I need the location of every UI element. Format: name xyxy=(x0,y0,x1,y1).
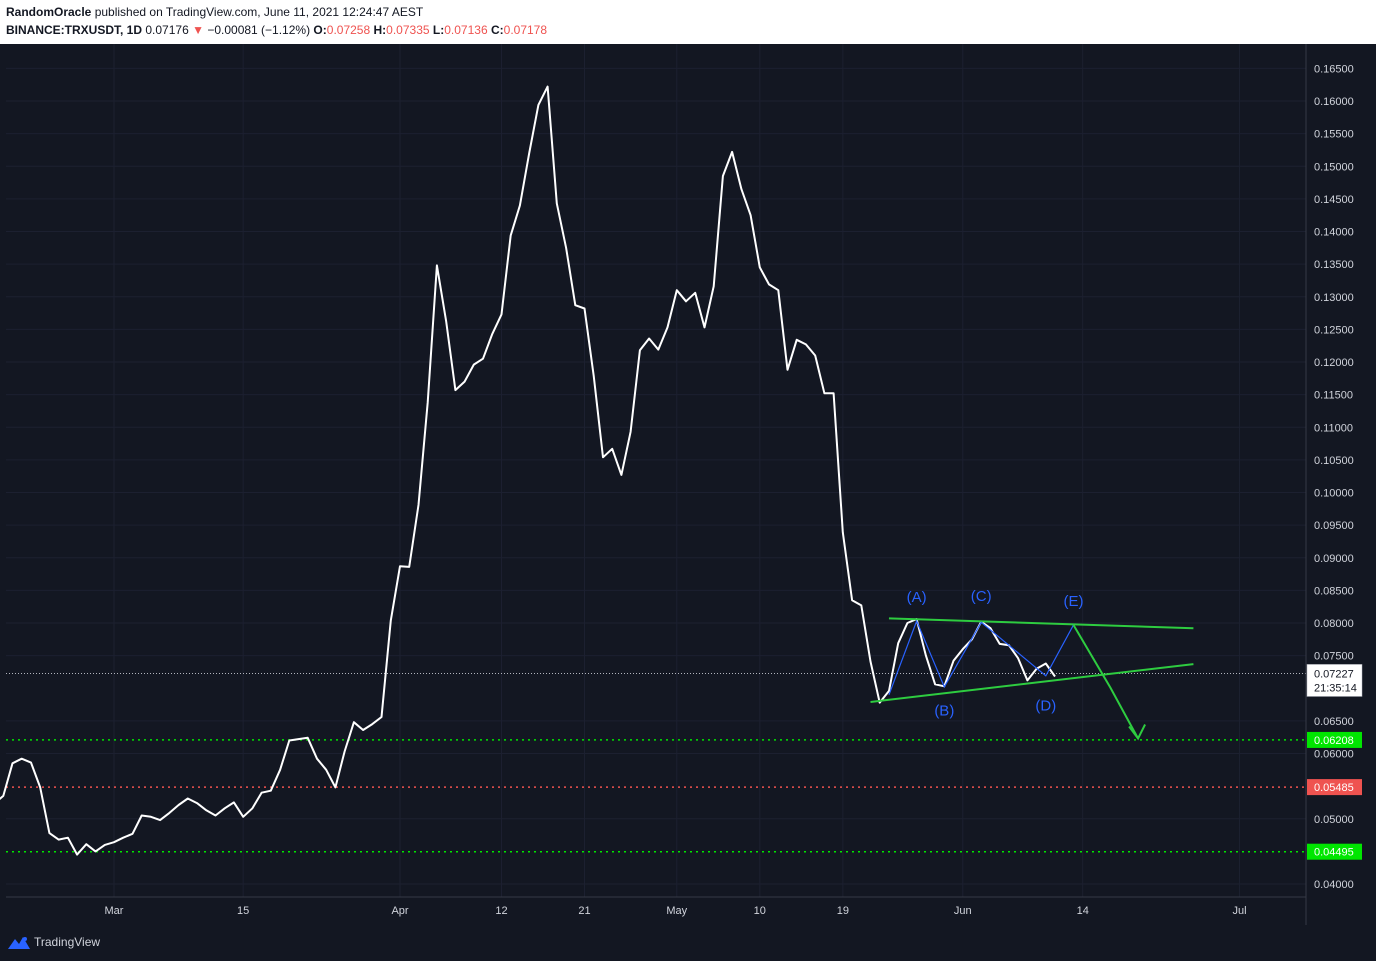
price-axis[interactable]: 0.16500 0.16000 0.15500 0.15000 0.14500 0.140… xyxy=(1314,63,1354,891)
wave-label[interactable]: (D) xyxy=(1035,697,1056,714)
horizontal-levels[interactable] xyxy=(6,739,1306,853)
bar-countdown: 21:35:14 xyxy=(1314,682,1357,694)
time-tick-label: Apr xyxy=(391,905,408,917)
time-tick-label: 10 xyxy=(754,905,766,917)
chart-header: RandomOracle published on TradingView.co… xyxy=(0,0,1376,44)
high-value: 0.07335 xyxy=(386,23,430,37)
price-series-line xyxy=(0,85,1056,856)
time-tick-label: 14 xyxy=(1077,905,1089,917)
wave-label[interactable]: (C) xyxy=(971,588,992,605)
time-axis[interactable]: Mar 15 Apr 12 21 May 10 19 Jun 14 Jul xyxy=(105,905,1247,917)
close-value: 0.07178 xyxy=(503,23,548,37)
price-tick-label: 0.11500 xyxy=(1314,390,1353,402)
drawings[interactable]: (A) (B) (C) (D) (E) xyxy=(870,588,1194,741)
level-price-badge xyxy=(1307,731,1362,748)
forecast-arrow-line[interactable] xyxy=(1072,624,1139,739)
price-tick-label: 0.09500 xyxy=(1314,520,1354,532)
price-tick-label: 0.14500 xyxy=(1314,194,1354,206)
current-price-badge xyxy=(1306,664,1363,697)
tradingview-logo-icon[interactable] xyxy=(8,935,30,949)
price-tick-label: 0.05000 xyxy=(1314,814,1354,826)
level-price-label: 0.04495 xyxy=(1314,847,1354,859)
price-tick-label: 0.08500 xyxy=(1314,585,1354,597)
price-tick-label: 0.10500 xyxy=(1314,455,1354,467)
symbol-info: BINANCE:TRXUSDT, 1D 0.07176 ▼ −0.00081 (… xyxy=(6,23,547,37)
triangle-upper-trendline[interactable] xyxy=(888,617,1194,630)
price-tick-label: 0.11000 xyxy=(1314,422,1353,434)
close-label: C: xyxy=(490,23,504,37)
publish-info: RandomOracle published on TradingView.co… xyxy=(6,5,423,19)
price-tick-label: 0.15500 xyxy=(1314,129,1354,141)
forecast-arrowhead xyxy=(1128,724,1146,741)
grid xyxy=(6,44,1306,897)
price-tick-label: 0.14000 xyxy=(1314,227,1354,239)
time-tick-label: 12 xyxy=(495,905,507,917)
time-tick-label: Mar xyxy=(105,905,124,917)
time-tick-label: May xyxy=(666,905,687,917)
high-label: H: xyxy=(373,23,387,37)
time-tick-label: 19 xyxy=(837,905,849,917)
price-tick-label: 0.04000 xyxy=(1314,879,1354,891)
time-tick-label: 15 xyxy=(237,905,249,917)
price-tick-label: 0.10000 xyxy=(1314,488,1354,500)
price-axis-badges: 0.06208 0.05485 0.04495 0.07227 21:35:14 xyxy=(1306,664,1363,860)
level-price-badge xyxy=(1307,843,1362,860)
level-price-label: 0.06208 xyxy=(1314,735,1354,747)
price-tick-label: 0.15000 xyxy=(1314,161,1354,173)
time-tick-label: Jun xyxy=(954,905,972,917)
price-tick-label: 0.07500 xyxy=(1314,651,1354,663)
symbol-label: BINANCE:TRXUSDT, 1D xyxy=(6,23,143,37)
price-tick-label: 0.16000 xyxy=(1314,96,1354,108)
published-text: published on TradingView.com, June 11, 2… xyxy=(94,5,424,19)
price-chart[interactable]: (A)(B)(C)(D)(E) 0.165000.160000.155000.1… xyxy=(0,44,1376,925)
price-tick-label: 0.13500 xyxy=(1314,259,1354,271)
price-tick-label: 0.12500 xyxy=(1314,324,1354,336)
price-tick-label: 0.08000 xyxy=(1314,618,1354,630)
price-tick-label: 0.06500 xyxy=(1314,716,1354,728)
price-tick-label: 0.12000 xyxy=(1314,357,1354,369)
price-change: −0.00081 (−1.12%) xyxy=(207,23,311,37)
plot-area[interactable] xyxy=(6,44,1306,897)
level-price-label: 0.05485 xyxy=(1314,782,1354,794)
last-price: 0.07176 xyxy=(145,23,189,37)
author-name[interactable]: RandomOracle xyxy=(6,5,92,19)
open-value: 0.07258 xyxy=(326,23,371,37)
price-tick-label: 0.13000 xyxy=(1314,292,1354,304)
current-price-value: 0.07227 xyxy=(1314,668,1354,680)
price-tick-label: 0.16500 xyxy=(1314,63,1354,75)
elliott-wave-path[interactable] xyxy=(888,619,1075,695)
wave-label[interactable]: (B) xyxy=(934,703,954,720)
triangle-lower-trendline[interactable] xyxy=(870,663,1194,703)
wave-label[interactable]: (A) xyxy=(907,589,927,606)
time-tick-label: Jul xyxy=(1233,905,1247,917)
time-tick-label: 21 xyxy=(578,905,590,917)
low-label: L: xyxy=(432,23,445,37)
brand-name[interactable]: TradingView xyxy=(34,935,101,949)
footer: TradingView xyxy=(0,925,1376,961)
down-arrow-icon: ▼ xyxy=(192,23,204,37)
price-tick-label: 0.06000 xyxy=(1314,749,1354,761)
level-price-badge xyxy=(1307,779,1362,796)
open-label: O: xyxy=(313,23,327,37)
low-value: 0.07136 xyxy=(444,23,488,37)
wave-label[interactable]: (E) xyxy=(1063,593,1083,610)
price-tick-label: 0.09000 xyxy=(1314,553,1354,565)
